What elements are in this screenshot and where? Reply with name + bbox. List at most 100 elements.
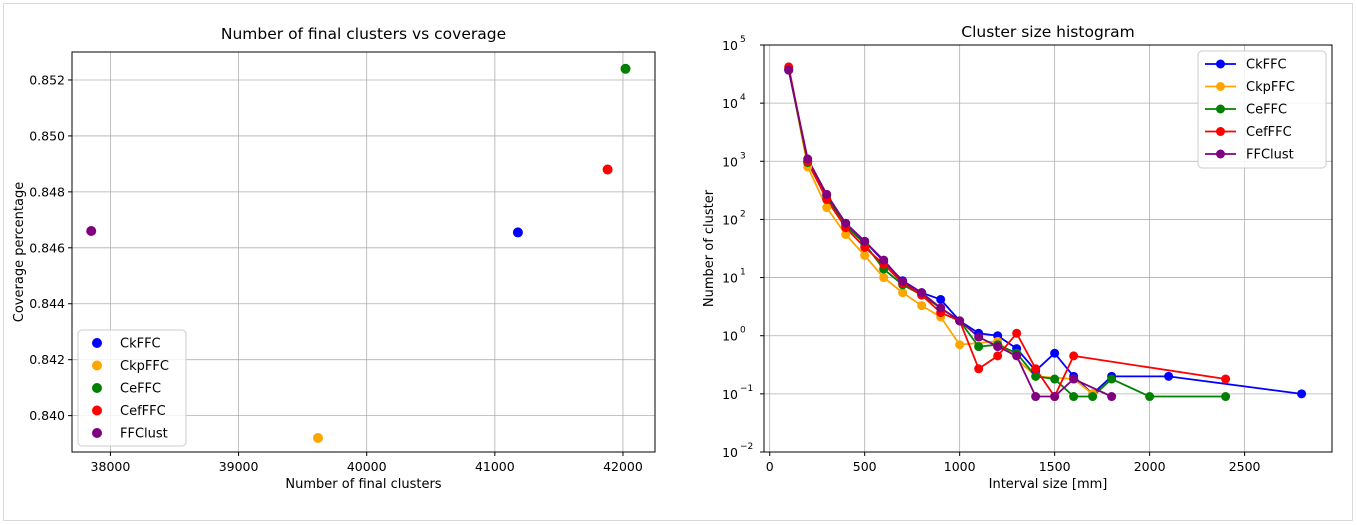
scatter-chart: 38000 39000 40000 41000 42000 0.840 0.842 0.844… (12, 25, 656, 492)
y-tick-exponent: −1 (740, 384, 753, 394)
data-point-cefffc (1221, 374, 1231, 384)
y-tick-exponent: 5 (740, 35, 746, 45)
data-point-ffclust (841, 218, 851, 228)
data-point-ffclust (879, 255, 889, 265)
legend-label-ceffc: CeFFC (1246, 103, 1287, 118)
y-tick-label: 10 (722, 96, 738, 111)
data-point-ffclust (917, 288, 927, 298)
data-point-ckpffc (917, 301, 927, 311)
y-tick-exponent: −2 (740, 442, 753, 452)
y-tick-base: 10 (722, 271, 738, 286)
data-point-ckpffc (898, 288, 908, 298)
data-point-ffclust (955, 316, 965, 326)
data-point-ffclust (1012, 351, 1022, 361)
legend-label-ceffc: CeFFC (120, 382, 161, 397)
y-tick-base: 10 (722, 212, 738, 227)
data-point-ckffc (1164, 371, 1174, 381)
y-tick-base: 10 (722, 96, 738, 111)
y-tick-label: 10 (722, 271, 738, 286)
figure-frame (3, 3, 1353, 521)
y-tick-label: 0.844 (29, 296, 65, 311)
data-point-cefffc (993, 351, 1003, 361)
legend-label-cefffc: CefFFC (1246, 125, 1292, 140)
y-tick-label: 10 (722, 154, 738, 169)
data-point-cefffc (602, 164, 613, 175)
legend-label-cefffc: CefFFC (120, 404, 166, 419)
data-point-ffclust (936, 303, 946, 313)
data-point-ckpffc (879, 273, 889, 283)
x-axis-label: Number of final clusters (285, 477, 441, 492)
data-point-cefffc (974, 364, 984, 374)
y-axis-label: Number of cluster (702, 189, 717, 307)
x-tick-label: 500 (853, 459, 877, 474)
legend-label-ckffc: CkFFC (1246, 58, 1287, 73)
y-tick-label: 0.846 (29, 240, 65, 255)
legend-label-ckpffc: CkpFFC (120, 359, 169, 374)
x-tick-label: 42000 (603, 459, 643, 474)
data-point-ffclust (1050, 392, 1060, 402)
legend-marker-ceffc (92, 383, 102, 393)
x-axis-label: Interval size [mm] (989, 477, 1108, 492)
x-tick-label: 0 (766, 459, 774, 474)
y-tick-exponent: 1 (740, 268, 746, 278)
y-tick-label: 0.850 (29, 128, 65, 143)
data-point-cefffc (1069, 351, 1079, 361)
data-point-ckffc (512, 227, 523, 238)
x-tick-label: 38000 (91, 459, 131, 474)
y-tick-base: 10 (722, 154, 738, 169)
data-point-cefffc (1031, 364, 1041, 374)
data-point-ffclust (86, 226, 97, 237)
y-tick-label: 10 (722, 387, 738, 402)
data-point-ckpffc (313, 433, 324, 444)
data-point-ffclust (974, 332, 984, 342)
data-point-ffclust (898, 277, 908, 287)
legend-label-ckpffc: CkpFFC (1246, 80, 1295, 95)
legend-label-ffclust: FFClust (1246, 148, 1294, 163)
data-point-ffclust (1031, 392, 1041, 402)
x-tick-label: 39000 (219, 459, 259, 474)
data-point-ceffc (974, 342, 984, 352)
legend-marker-ceffc (1216, 104, 1225, 114)
data-point-ceffc (1107, 374, 1117, 384)
plot-area-frame (71, 51, 656, 453)
x-tick-label: 2500 (1229, 459, 1261, 474)
data-point-ffclust (1069, 374, 1079, 384)
y-tick-label: 10 (722, 212, 738, 227)
data-point-cefffc (1012, 328, 1022, 338)
data-point-ceffc (1031, 371, 1041, 381)
x-tick-label: 2000 (1134, 459, 1166, 474)
x-tick-label: 40000 (347, 459, 387, 474)
data-point-ceffc (1221, 392, 1231, 402)
data-point-ckffc (1297, 389, 1307, 399)
y-tick-base: 10 (722, 38, 738, 53)
y-tick-label: 10 (722, 445, 738, 460)
plot-area-frame (763, 44, 1333, 453)
data-point-ffclust (822, 189, 832, 199)
data-point-ffclust (860, 236, 870, 246)
series-line-ceffc (787, 69, 1226, 398)
legend-marker-ffclust (1216, 149, 1225, 159)
data-point-ffclust (993, 342, 1003, 352)
chart-title: Cluster size histogram (961, 23, 1135, 41)
data-point-ceffc (1088, 392, 1098, 402)
legend-marker-ckpffc (92, 360, 102, 371)
legend-marker-ckffc (1216, 59, 1225, 69)
y-tick-exponent: 0 (740, 326, 746, 336)
legend-marker-cefffc (92, 405, 102, 416)
y-tick-base: 10 (722, 387, 738, 402)
y-tick-label: 0.842 (29, 352, 65, 367)
y-tick-label: 0.840 (29, 408, 65, 423)
y-tick-exponent: 3 (740, 151, 746, 161)
data-point-ffclust (784, 65, 794, 75)
data-point-ffclust (803, 154, 813, 164)
data-point-ffclust (1107, 392, 1117, 402)
y-tick-label: 0.848 (29, 184, 65, 199)
data-point-ckpffc (860, 250, 870, 260)
y-tick-label: 0.852 (29, 72, 65, 87)
data-point-ckpffc (822, 203, 832, 213)
data-point-ceffc (1145, 392, 1155, 402)
data-point-ceffc (620, 63, 631, 74)
data-point-ckffc (936, 294, 946, 304)
y-axis-label: Coverage percentage (12, 182, 27, 322)
